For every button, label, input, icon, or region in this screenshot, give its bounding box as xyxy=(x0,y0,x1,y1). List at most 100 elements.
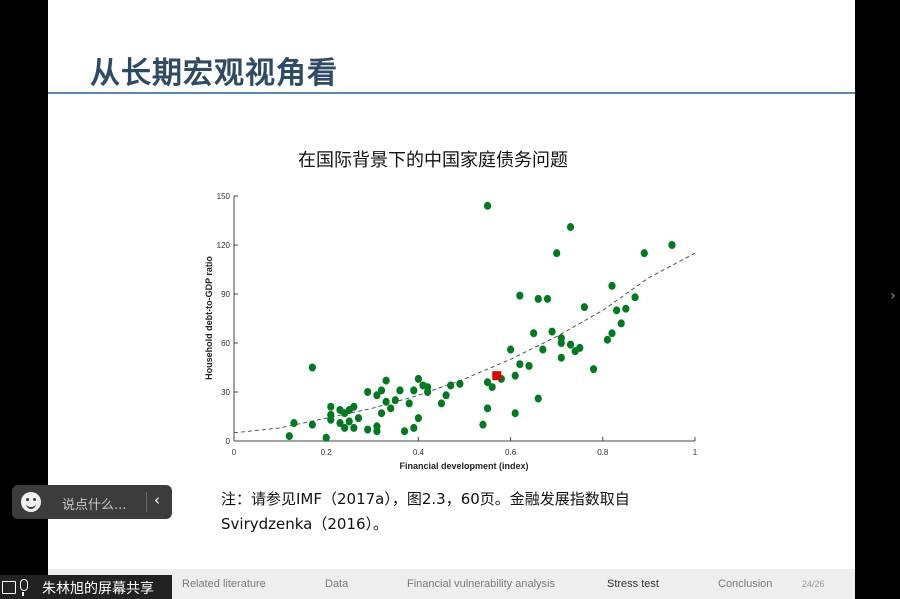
country-data-point xyxy=(566,340,575,349)
country-data-point xyxy=(617,319,625,328)
x-tick-label: 0.2 xyxy=(321,448,333,457)
country-data-point xyxy=(488,383,496,392)
country-data-point xyxy=(507,345,515,354)
country-data-point xyxy=(364,425,372,434)
x-tick-label: 0.8 xyxy=(597,448,609,457)
country-data-point xyxy=(345,417,353,426)
country-data-point xyxy=(539,345,547,354)
country-data-point xyxy=(511,371,519,380)
country-data-point xyxy=(354,414,363,423)
x-tick-label: 0.4 xyxy=(413,448,425,457)
slide-navigation-bar: Related literature Data Financial vulner… xyxy=(48,569,855,599)
country-data-point xyxy=(530,329,538,338)
country-data-point xyxy=(410,386,418,395)
country-data-point xyxy=(668,241,676,249)
country-data-point xyxy=(566,223,575,232)
screen-share-bar: 朱林旭的屏幕共享 xyxy=(0,575,172,599)
y-tick-label: 30 xyxy=(221,388,230,397)
country-data-point xyxy=(557,339,565,347)
y-tick-label: 0 xyxy=(226,437,231,446)
footnote: 注：请参见IMF（2017a），图2.3，60页。金融发展指数取自Svirydz… xyxy=(221,490,630,533)
country-data-point xyxy=(377,409,386,418)
data-points xyxy=(285,201,676,442)
country-data-point xyxy=(516,360,524,369)
country-data-point xyxy=(576,343,584,352)
country-data-point xyxy=(405,399,413,408)
x-axis-label: Financial development (index) xyxy=(399,461,528,471)
country-data-point xyxy=(640,249,648,258)
country-data-point xyxy=(377,386,386,395)
country-data-point xyxy=(613,306,621,315)
x-tick-label: 0 xyxy=(232,448,237,457)
country-data-point xyxy=(534,294,542,303)
chat-input-placeholder[interactable]: 说点什么... xyxy=(62,498,127,513)
country-data-point xyxy=(479,420,487,429)
country-data-point xyxy=(414,374,422,383)
chart-axes: 0 0.2 0.4 0.6 0.8 1 0 30 60 90 120 150 xyxy=(217,192,698,457)
country-data-point xyxy=(382,376,390,385)
country-data-point xyxy=(525,361,533,370)
country-data-point xyxy=(557,353,565,362)
country-data-point xyxy=(364,388,372,396)
nav-item-financial-vulnerability-analysis[interactable]: Financial vulnerability analysis xyxy=(407,578,555,590)
country-data-point xyxy=(543,294,552,303)
scatter-chart: 0 0.2 0.4 0.6 0.8 1 0 30 60 90 120 150 Financial de… xyxy=(204,192,698,471)
y-tick-label: 150 xyxy=(217,192,231,201)
country-data-point xyxy=(373,422,381,431)
chat-input-bar[interactable]: 说点什么... ‹ xyxy=(12,485,172,519)
trend-line-group xyxy=(233,252,696,434)
nav-item-related-literature[interactable]: Related literature xyxy=(182,578,266,590)
y-tick-label: 60 xyxy=(221,339,230,348)
nav-item-stress-test[interactable]: Stress test xyxy=(607,578,659,590)
country-data-point xyxy=(410,423,418,432)
nav-item-data[interactable]: Data xyxy=(325,578,349,590)
country-data-point xyxy=(400,427,409,436)
collapse-chevron-icon[interactable]: ‹ xyxy=(154,491,160,509)
country-data-point xyxy=(396,386,404,395)
country-data-point xyxy=(336,419,344,428)
country-data-point xyxy=(603,335,612,344)
country-data-point xyxy=(447,381,455,390)
country-data-point xyxy=(327,415,335,424)
screen-share-icon[interactable] xyxy=(2,581,16,594)
country-data-point xyxy=(516,291,524,300)
country-data-point xyxy=(608,281,616,290)
country-data-point xyxy=(553,249,561,258)
country-data-point xyxy=(608,329,616,338)
country-data-point xyxy=(437,399,446,408)
microphone-icon[interactable] xyxy=(20,579,28,596)
chart-title: 在国际背景下的中国家庭债务问题 xyxy=(298,150,568,171)
x-tick-label: 0.6 xyxy=(505,448,517,457)
country-data-point xyxy=(511,409,519,418)
page-number: 24/26 xyxy=(802,579,825,589)
country-data-point xyxy=(285,432,293,441)
country-data-point xyxy=(631,293,639,302)
next-slide-arrow-icon[interactable]: › xyxy=(890,288,896,304)
emoji-icon[interactable] xyxy=(21,492,41,512)
country-data-point xyxy=(442,391,450,400)
country-data-point xyxy=(391,396,399,405)
country-data-point xyxy=(308,420,316,429)
country-data-point xyxy=(456,379,464,388)
country-data-point xyxy=(589,365,598,374)
country-data-point xyxy=(548,327,556,336)
slide-title: 从长期宏观视角看 xyxy=(90,56,338,91)
country-data-point xyxy=(308,363,316,372)
country-data-point xyxy=(580,303,588,312)
country-data-point xyxy=(350,423,358,432)
country-data-point xyxy=(373,391,381,400)
chat-divider xyxy=(146,492,147,512)
nav-item-conclusion[interactable]: Conclusion xyxy=(718,578,773,590)
trend-line xyxy=(233,252,696,434)
x-tick-label: 1 xyxy=(693,448,698,457)
country-data-point xyxy=(322,433,330,442)
country-data-point xyxy=(382,397,390,406)
country-data-point xyxy=(387,404,395,413)
country-data-point xyxy=(483,404,492,413)
screen-share-label: 朱林旭的屏幕共享 xyxy=(42,581,154,597)
slide: 从长期宏观视角看 在国际背景下的中国家庭债务问题 0 0.2 0.4 0.6 0.8 1 0… xyxy=(48,0,855,599)
country-data-point xyxy=(341,423,349,432)
china-data-point xyxy=(492,371,502,381)
country-data-point xyxy=(622,304,630,313)
country-data-point xyxy=(350,402,358,411)
